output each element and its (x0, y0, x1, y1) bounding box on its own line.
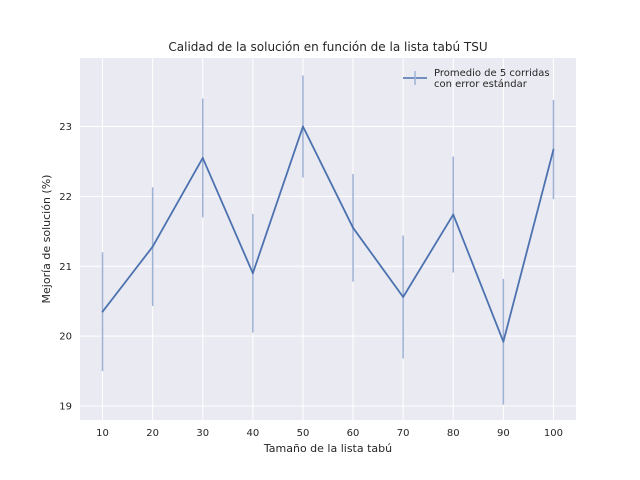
data-point (251, 272, 254, 275)
data-point (352, 226, 354, 229)
y-tick-label: 19 (59, 402, 72, 413)
series-line-group (101, 125, 555, 343)
legend-label-line-2: con error estándar (434, 78, 528, 90)
x-tick-label: 100 (544, 428, 563, 439)
y-tick-label: 22 (59, 192, 72, 203)
x-tick-label: 90 (497, 428, 510, 439)
y-axis-title: Mejoría de solución (%) (40, 175, 53, 304)
data-point (151, 245, 154, 248)
x-tick-label: 40 (246, 428, 259, 439)
data-point (201, 157, 204, 159)
legend: Promedio de 5 corridas con error estánda… (403, 68, 550, 90)
legend-label-line-1: Promedio de 5 corridas (434, 68, 550, 79)
data-point (452, 213, 455, 216)
x-tick-label: 20 (146, 428, 159, 439)
data-point (502, 340, 505, 343)
chart-title: Calidad de la solución en función de la … (168, 40, 487, 54)
data-point (402, 296, 405, 298)
plot-background (80, 58, 576, 420)
y-tick-label: 21 (59, 262, 72, 273)
x-axis-title: Tamaño de la lista tabú (263, 442, 392, 455)
data-point (552, 148, 555, 151)
x-tick-labels: 10 20 30 40 50 60 70 80 90 100 (96, 428, 563, 439)
x-tick-label: 70 (397, 428, 410, 439)
y-tick-label: 20 (59, 332, 72, 343)
data-point (101, 310, 104, 313)
data-point (302, 125, 304, 128)
x-tick-label: 30 (196, 428, 209, 439)
x-tick-label: 50 (297, 428, 310, 439)
y-tick-label: 23 (59, 122, 72, 133)
series-line (101, 125, 555, 343)
x-tick-label: 80 (447, 428, 460, 439)
y-tick-labels: 19 20 21 22 23 (59, 122, 72, 413)
x-tick-label: 60 (347, 428, 360, 439)
x-tick-label: 10 (96, 428, 109, 439)
